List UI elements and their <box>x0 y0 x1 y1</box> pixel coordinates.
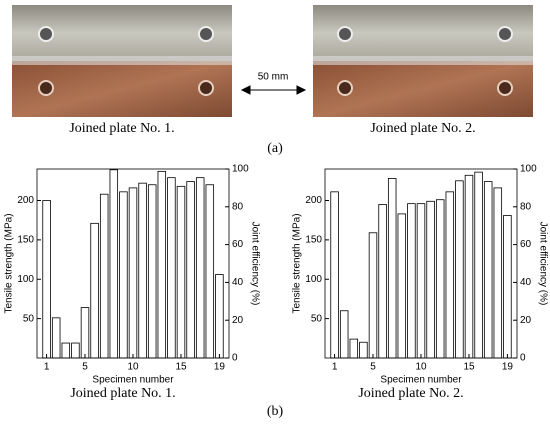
bar <box>195 177 205 359</box>
x-tick-label: 15 <box>463 362 475 373</box>
y2-tick-label: 0 <box>520 353 526 364</box>
bar <box>99 193 109 359</box>
x-tick-label: 19 <box>502 362 514 373</box>
bar <box>426 200 435 359</box>
bar <box>464 174 474 359</box>
bar <box>205 184 215 359</box>
bar <box>474 171 483 359</box>
y-tick-label: 200 <box>17 195 34 206</box>
photo-2 <box>313 5 533 117</box>
bar <box>109 169 119 359</box>
bar <box>483 181 493 359</box>
bar <box>176 185 186 359</box>
y2-tick-label: 60 <box>232 239 244 250</box>
panel-label: (a) <box>267 141 283 156</box>
y2-tick-label: 80 <box>232 201 244 212</box>
bar <box>80 307 90 359</box>
bar <box>71 342 80 359</box>
bar <box>119 191 128 359</box>
y2-tick-label: 40 <box>520 277 532 288</box>
y-tick-label: 50 <box>23 313 35 324</box>
photo-caption: Joined plate No. 1. <box>69 121 174 136</box>
bar <box>128 187 138 359</box>
y-tick-label: 200 <box>305 195 322 206</box>
x-tick-label: 10 <box>127 362 139 373</box>
y-axis-label: Tensile strength (MPa) <box>4 213 15 313</box>
x-axis-label: Specimen number <box>92 375 174 386</box>
bar <box>416 203 426 359</box>
scale-arrow <box>240 85 307 95</box>
bar <box>397 213 407 359</box>
bar <box>51 317 61 359</box>
y-tick-label: 100 <box>17 274 34 285</box>
bar <box>90 222 99 359</box>
bar <box>378 204 387 359</box>
y-axis-label: Tensile strength (MPa) <box>292 213 303 313</box>
y2-tick-label: 100 <box>520 164 537 175</box>
bar <box>147 184 157 359</box>
bar <box>186 181 195 359</box>
panel-label: (b) <box>267 404 284 419</box>
bar <box>503 215 512 359</box>
bar <box>368 232 378 359</box>
bar <box>359 341 368 359</box>
bar <box>339 310 349 359</box>
bar <box>349 338 359 359</box>
x-tick-label: 1 <box>44 362 50 373</box>
x-tick-label: 10 <box>415 362 427 373</box>
bar <box>330 191 339 359</box>
x-axis-label: Specimen number <box>380 375 462 386</box>
y2-tick-label: 0 <box>232 353 238 364</box>
x-tick-label: 19 <box>214 362 226 373</box>
bar <box>435 199 445 359</box>
x-tick-label: 15 <box>175 362 187 373</box>
bar <box>138 182 147 359</box>
bar <box>215 274 224 359</box>
y2-tick-label: 60 <box>520 239 532 250</box>
x-tick-label: 1 <box>332 362 338 373</box>
y2-axis-label: Joint efficiency (%) <box>249 222 260 306</box>
y2-tick-label: 100 <box>232 164 249 175</box>
chart-caption: Joined plate No. 1. <box>70 386 175 401</box>
y2-tick-label: 40 <box>232 277 244 288</box>
y2-tick-label: 80 <box>520 201 532 212</box>
y-tick-label: 50 <box>311 313 323 324</box>
bar <box>42 200 51 359</box>
bar <box>61 342 71 359</box>
bar <box>407 203 416 359</box>
photo-caption: Joined plate No. 2. <box>370 121 475 136</box>
y-tick-label: 150 <box>17 235 34 246</box>
x-tick-label: 5 <box>370 362 376 373</box>
y2-axis-label: Joint efficiency (%) <box>537 222 548 306</box>
chart-caption: Joined plate No. 2. <box>358 386 463 401</box>
bar <box>445 191 455 359</box>
bar <box>387 178 397 359</box>
y2-tick-label: 20 <box>232 315 244 326</box>
bar <box>455 180 464 359</box>
scale-label: 50 mm <box>258 72 289 83</box>
bar <box>167 177 176 359</box>
y-tick-label: 100 <box>305 274 322 285</box>
y2-tick-label: 20 <box>520 315 532 326</box>
bar <box>157 170 167 359</box>
bar <box>493 187 503 359</box>
y-tick-label: 150 <box>305 235 322 246</box>
photo-1 <box>12 5 232 117</box>
x-tick-label: 5 <box>82 362 88 373</box>
